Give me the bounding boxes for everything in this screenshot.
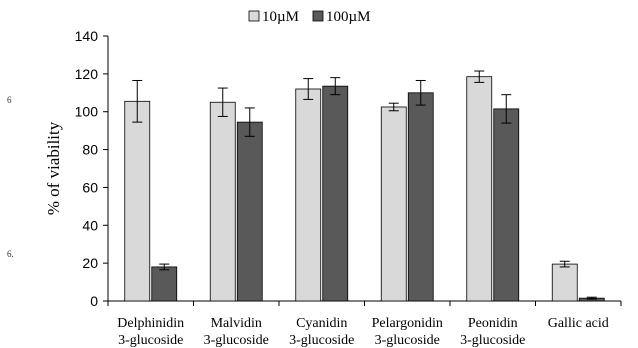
bar: [493, 108, 520, 302]
legend-swatch: [248, 10, 260, 22]
x-tick-label: Cyanidin: [296, 316, 347, 331]
x-tick-label: Peonidin: [468, 316, 518, 331]
x-tick-label: 3-glucoside: [118, 333, 183, 348]
x-tick-label: 3-glucoside: [204, 333, 269, 348]
bar: [151, 266, 178, 302]
bar: [124, 100, 151, 302]
x-tick-label: 3-glucoside: [375, 333, 440, 348]
legend-swatch: [312, 10, 324, 22]
bar: [466, 76, 493, 302]
legend-label: 10µM: [262, 9, 299, 25]
x-tick-label: Delphinidin: [117, 316, 184, 331]
x-tick-label: Pelargonidin: [372, 316, 443, 331]
bar: [551, 263, 578, 302]
bar: [407, 92, 434, 302]
bar: [295, 88, 322, 302]
bar: [322, 85, 349, 302]
x-tick-label: Malvidin: [211, 316, 262, 331]
x-tick-label: 3-glucoside: [460, 333, 525, 348]
legend-label: 100µM: [326, 9, 370, 25]
y-tick-label: 20: [82, 255, 98, 271]
y-tick-label: 140: [75, 28, 99, 44]
stray-mark-bottom: 6.: [7, 249, 14, 259]
x-tick-label: Gallic acid: [548, 316, 609, 331]
bar: [209, 101, 236, 302]
y-tick-label: 120: [75, 66, 99, 82]
y-tick-label: 0: [90, 293, 98, 309]
stray-mark-top: 6: [7, 95, 12, 105]
x-tick-label: 3-glucoside: [289, 333, 354, 348]
y-axis-label: % of viability: [44, 121, 63, 215]
y-tick-label: 40: [82, 217, 98, 233]
y-tick-label: 60: [82, 179, 98, 195]
y-tick-label: 80: [82, 142, 98, 158]
y-tick-label: 100: [75, 104, 99, 120]
bar: [380, 106, 407, 302]
bar: [236, 121, 263, 302]
